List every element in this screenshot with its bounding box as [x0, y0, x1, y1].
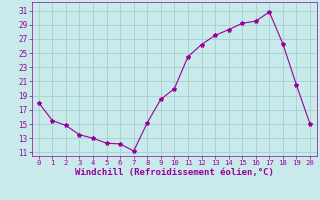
X-axis label: Windchill (Refroidissement éolien,°C): Windchill (Refroidissement éolien,°C) — [75, 168, 274, 177]
